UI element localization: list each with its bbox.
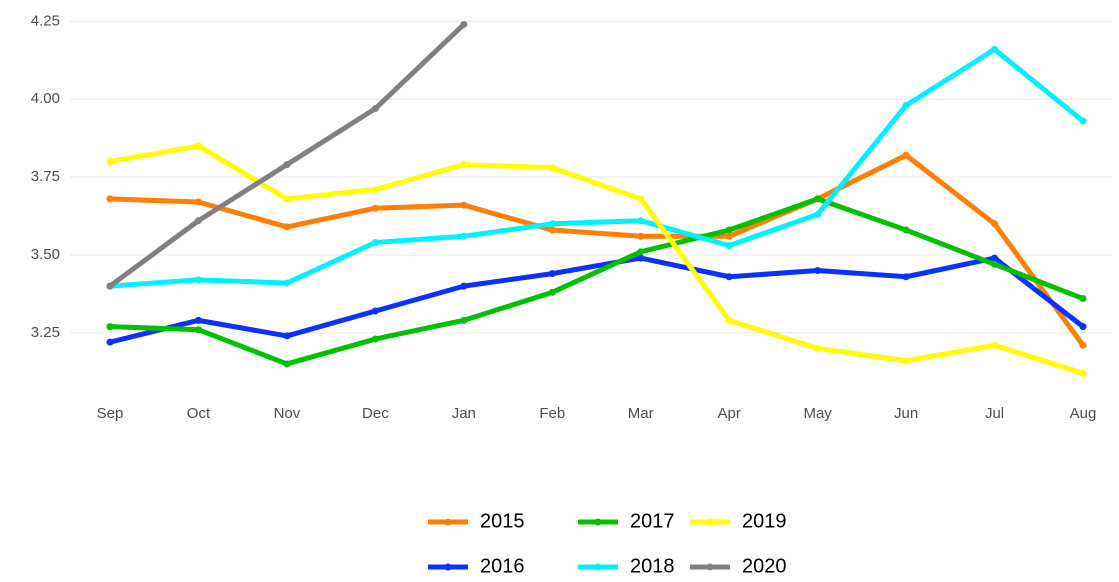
legend-label: 2020 (742, 555, 787, 577)
legend-swatch-point (594, 563, 602, 571)
data-point (460, 20, 468, 28)
data-point (725, 273, 733, 281)
data-point (283, 332, 291, 340)
data-point (548, 164, 556, 172)
series-line (109, 46, 1085, 289)
x-tick-label: Dec (362, 405, 389, 422)
data-point (371, 186, 379, 194)
y-tick-label: 4.25 (31, 12, 60, 29)
legend-swatch-point (444, 563, 452, 571)
data-point (902, 101, 910, 109)
data-point (283, 360, 291, 368)
data-point (1079, 323, 1087, 331)
data-point (902, 226, 910, 234)
data-point (106, 195, 114, 203)
data-point (283, 195, 291, 203)
data-point (194, 276, 202, 284)
x-tick-label: Mar (628, 405, 654, 422)
data-point (460, 282, 468, 290)
y-tick-label: 3.25 (31, 324, 60, 341)
data-point (991, 341, 999, 349)
x-tick-label: Jul (985, 405, 1004, 422)
series-line (109, 143, 1084, 376)
data-point (902, 357, 910, 365)
data-point (106, 323, 114, 331)
data-point (106, 338, 114, 346)
data-point (194, 326, 202, 334)
series-line (109, 152, 1086, 347)
legend-swatch-point (594, 518, 602, 526)
data-point (725, 316, 733, 324)
data-point (371, 307, 379, 315)
data-point (460, 316, 468, 324)
data-point (814, 195, 822, 203)
data-point (902, 151, 910, 159)
data-point (991, 45, 999, 53)
y-tick-label: 4.00 (31, 90, 60, 107)
data-point (194, 217, 202, 225)
y-tick-label: 3.50 (31, 246, 60, 263)
data-point (548, 270, 556, 278)
data-point (991, 260, 999, 268)
legend-label: 2018 (630, 555, 675, 577)
x-tick-label: Aug (1070, 405, 1097, 422)
data-point (106, 282, 114, 290)
x-tick-label: Nov (274, 405, 301, 422)
data-point (814, 344, 822, 352)
series-line (108, 22, 466, 289)
data-point (637, 248, 645, 256)
data-point (283, 279, 291, 287)
series-line (109, 255, 1085, 345)
data-point (194, 142, 202, 150)
series-line (109, 196, 1084, 367)
x-tick-label: Apr (718, 405, 741, 422)
data-point (371, 238, 379, 246)
legend-label: 2019 (742, 510, 787, 532)
data-point (371, 105, 379, 113)
x-tick-label: Jan (452, 405, 476, 422)
data-point (460, 201, 468, 209)
data-point (1079, 369, 1087, 377)
data-point (725, 242, 733, 250)
data-point (371, 204, 379, 212)
data-point (637, 254, 645, 262)
data-point (991, 254, 999, 262)
legend-swatch-point (706, 563, 714, 571)
data-point (814, 267, 822, 275)
legend-label: 2017 (630, 510, 675, 532)
data-point (371, 335, 379, 343)
data-point (283, 223, 291, 231)
y-tick-label: 3.75 (31, 168, 60, 185)
data-point (548, 288, 556, 296)
legend-label: 2016 (480, 555, 525, 577)
data-point (1079, 295, 1087, 303)
x-tick-label: May (803, 405, 832, 422)
legend-swatch-point (444, 518, 452, 526)
data-point (283, 161, 291, 169)
x-tick-label: Sep (97, 405, 124, 422)
legend-label: 2015 (480, 510, 525, 532)
data-point (548, 220, 556, 228)
data-point (1079, 341, 1087, 349)
data-point (548, 226, 556, 234)
data-point (814, 210, 822, 218)
legend-swatch-point (706, 518, 714, 526)
data-point (460, 161, 468, 169)
data-point (725, 226, 733, 234)
data-point (637, 232, 645, 240)
data-point (637, 195, 645, 203)
data-point (194, 316, 202, 324)
x-tick-label: Jun (894, 405, 918, 422)
x-tick-label: Oct (187, 405, 211, 422)
data-point (1079, 117, 1087, 125)
data-point (991, 220, 999, 228)
data-point (902, 273, 910, 281)
data-point (106, 158, 114, 166)
data-point (725, 232, 733, 240)
data-point (637, 217, 645, 225)
x-tick-label: Feb (539, 405, 565, 422)
data-point (194, 198, 202, 206)
data-point (460, 232, 468, 240)
